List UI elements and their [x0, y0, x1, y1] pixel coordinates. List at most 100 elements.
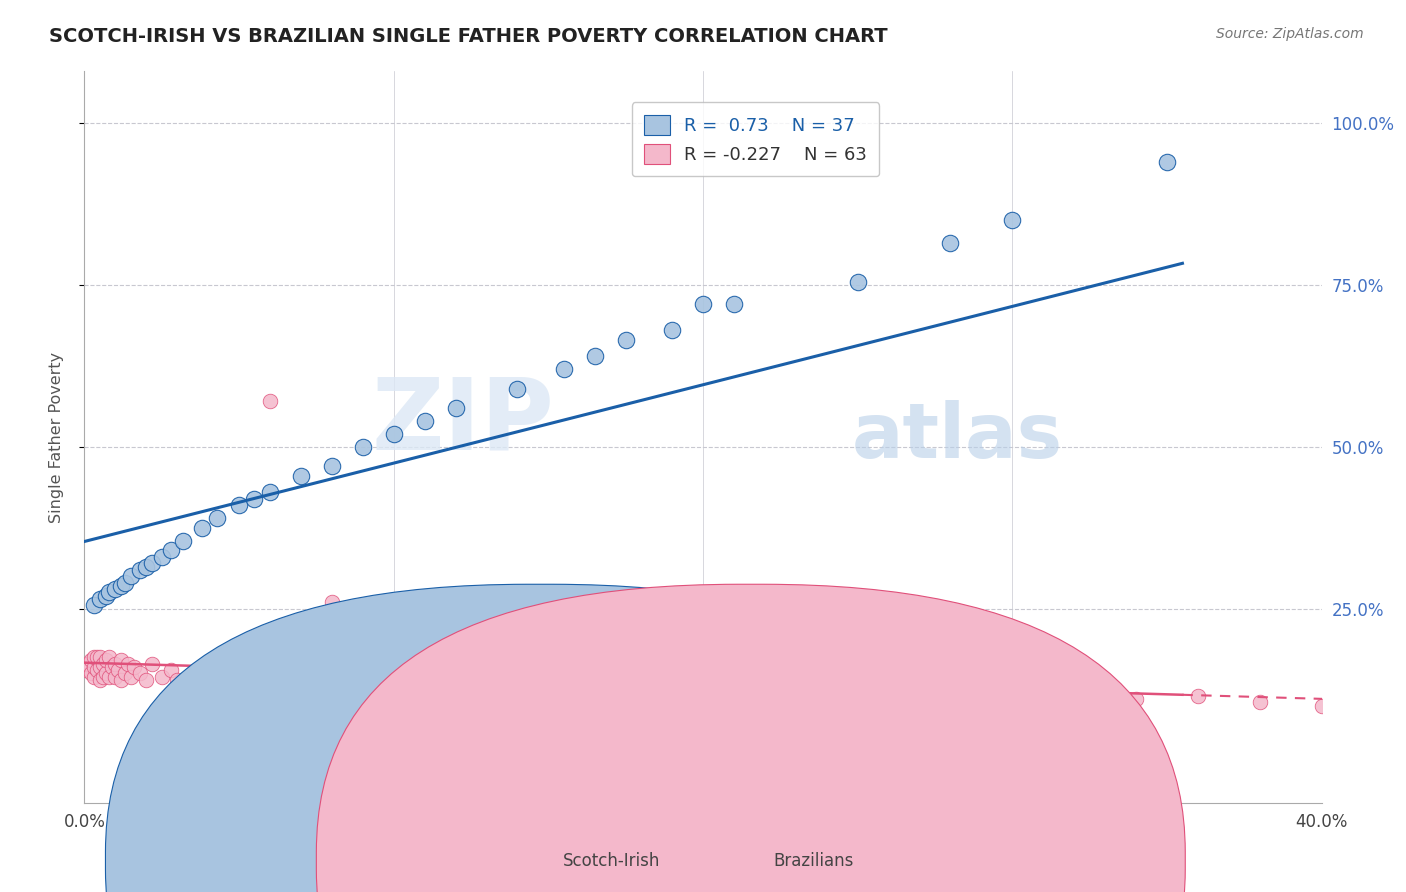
Point: [444, 679, 467, 693]
Point: [110, 579, 132, 593]
Point: [877, 679, 900, 693]
Point: [89, 650, 111, 665]
Point: [197, 669, 219, 683]
Point: [76, 657, 98, 671]
Point: [120, 569, 142, 583]
Text: SCOTCH-IRISH VS BRAZILIAN SINGLE FATHER POVERTY CORRELATION CHART: SCOTCH-IRISH VS BRAZILIAN SINGLE FATHER …: [49, 27, 887, 45]
Point: [207, 511, 229, 525]
Point: [110, 653, 132, 667]
Point: [506, 382, 529, 396]
Point: [86, 663, 108, 677]
Point: [76, 663, 98, 677]
Point: [1125, 692, 1147, 706]
Point: [1187, 689, 1209, 703]
Point: [1372, 702, 1395, 716]
Point: [141, 557, 163, 571]
Point: [413, 676, 436, 690]
Point: [1310, 698, 1333, 713]
Legend: R =  0.73    N = 37, R = -0.227    N = 63: R = 0.73 N = 37, R = -0.227 N = 63: [631, 103, 880, 177]
Point: [79, 666, 101, 681]
Point: [107, 663, 129, 677]
Point: [114, 575, 136, 590]
Point: [630, 679, 652, 693]
Point: [83, 669, 105, 683]
Point: [444, 401, 467, 415]
Point: [228, 498, 250, 512]
Point: [568, 676, 591, 690]
Point: [122, 660, 145, 674]
Point: [135, 559, 157, 574]
Point: [614, 333, 637, 347]
Point: [1156, 155, 1178, 169]
Point: [259, 676, 281, 690]
Point: [228, 666, 250, 681]
Point: [939, 686, 962, 700]
Point: [110, 673, 132, 687]
Point: [101, 660, 124, 674]
Point: [243, 491, 266, 506]
Point: [83, 650, 105, 665]
Point: [352, 676, 374, 690]
Point: [243, 669, 266, 683]
Y-axis label: Single Father Poverty: Single Father Poverty: [49, 351, 63, 523]
Point: [94, 653, 117, 667]
Point: [723, 297, 745, 311]
Point: [1063, 686, 1085, 700]
Point: [94, 666, 117, 681]
Point: [321, 459, 343, 474]
Point: [506, 673, 529, 687]
Text: Source: ZipAtlas.com: Source: ZipAtlas.com: [1216, 27, 1364, 41]
Point: [661, 323, 683, 337]
Point: [114, 666, 136, 681]
Point: [89, 660, 111, 674]
Point: [1001, 689, 1024, 703]
Point: [692, 297, 714, 311]
Point: [166, 673, 188, 687]
Point: [382, 673, 405, 687]
Point: [150, 549, 173, 564]
Point: [692, 682, 714, 697]
Point: [160, 663, 183, 677]
Text: ZIP: ZIP: [371, 374, 554, 471]
Point: [89, 591, 111, 606]
Point: [98, 669, 121, 683]
Text: Scotch-Irish: Scotch-Irish: [562, 852, 659, 870]
Point: [98, 585, 121, 599]
Point: [91, 669, 114, 683]
Point: [259, 394, 281, 409]
Point: [290, 673, 312, 687]
Point: [120, 669, 142, 683]
Point: [352, 440, 374, 454]
Point: [104, 657, 127, 671]
Point: [104, 582, 127, 597]
Point: [259, 485, 281, 500]
Point: [321, 595, 343, 609]
Point: [150, 669, 173, 683]
Point: [382, 426, 405, 441]
Point: [79, 653, 101, 667]
Text: Brazilians: Brazilians: [773, 852, 853, 870]
Point: [846, 275, 869, 289]
Point: [815, 686, 838, 700]
Point: [939, 235, 962, 250]
Point: [91, 657, 114, 671]
Point: [553, 362, 575, 376]
Point: [104, 669, 127, 683]
Point: [413, 414, 436, 428]
Point: [583, 349, 606, 363]
Point: [83, 660, 105, 674]
Point: [83, 599, 105, 613]
Point: [86, 650, 108, 665]
Point: [135, 673, 157, 687]
Point: [172, 533, 194, 548]
Point: [129, 563, 152, 577]
Point: [191, 521, 214, 535]
Point: [160, 543, 183, 558]
Point: [94, 589, 117, 603]
Point: [1249, 696, 1271, 710]
Text: atlas: atlas: [852, 401, 1063, 474]
Point: [181, 666, 204, 681]
Point: [98, 650, 121, 665]
Point: [1001, 213, 1024, 227]
Point: [141, 657, 163, 671]
